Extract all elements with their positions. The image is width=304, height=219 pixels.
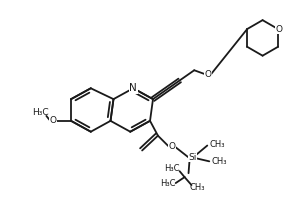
Text: CH₃: CH₃ xyxy=(209,140,225,149)
Text: CH₃: CH₃ xyxy=(211,157,227,166)
Text: H₃C: H₃C xyxy=(160,178,175,187)
Text: H₃C: H₃C xyxy=(164,164,179,173)
Text: O: O xyxy=(50,116,57,125)
Text: Si: Si xyxy=(188,153,197,162)
Text: O: O xyxy=(205,70,212,79)
Text: N: N xyxy=(130,83,137,93)
Text: O: O xyxy=(168,142,175,151)
Text: CH₃: CH₃ xyxy=(190,182,205,191)
Text: O: O xyxy=(275,25,282,34)
Text: H₃C: H₃C xyxy=(32,108,49,117)
